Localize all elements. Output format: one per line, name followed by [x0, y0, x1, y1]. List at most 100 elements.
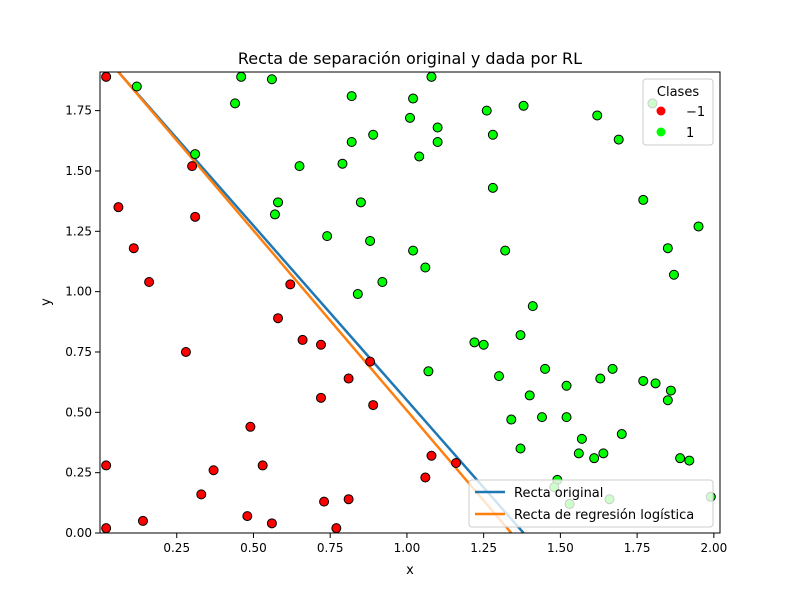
point-class-neg1	[319, 496, 330, 507]
point-class-1	[190, 149, 201, 160]
point-class-neg1	[420, 472, 431, 483]
point-class-neg1	[285, 279, 296, 290]
point-class-1	[500, 245, 511, 256]
point-class-neg1	[242, 511, 253, 522]
y-tick-label: 0.25	[65, 466, 92, 480]
point-class-neg1	[315, 392, 326, 403]
point-class-neg1	[273, 313, 284, 324]
point-class-1	[668, 269, 679, 280]
point-class-1	[527, 301, 538, 312]
point-class-1	[346, 136, 357, 147]
x-axis-ticks: 0.25 0.50 0.75 1.00 1.25 1.50 1.75 2.00	[163, 533, 727, 555]
legend-label-class-1: 1	[686, 126, 694, 141]
x-tick-label: 0.75	[317, 541, 344, 555]
y-tick-label: 1.25	[65, 224, 92, 238]
classes-legend-title: Clases	[657, 85, 699, 100]
point-class-neg1	[190, 211, 201, 222]
point-class-1	[506, 414, 517, 425]
point-class-neg1	[208, 465, 219, 476]
point-class-1	[481, 105, 492, 116]
point-class-1	[420, 262, 431, 273]
y-tick-label: 1.00	[65, 285, 92, 299]
point-class-1	[423, 366, 434, 377]
point-class-1	[589, 453, 600, 464]
legend-label-class-neg1: −1	[686, 105, 705, 120]
point-class-neg1	[180, 346, 191, 357]
point-class-1	[536, 412, 547, 423]
point-class-1	[693, 221, 704, 232]
point-class-1	[638, 375, 649, 386]
point-class-1	[432, 122, 443, 133]
point-class-neg1	[187, 161, 198, 172]
point-class-1	[675, 453, 686, 464]
point-class-1	[469, 337, 480, 348]
point-class-neg1	[257, 460, 268, 471]
point-class-1	[294, 161, 305, 172]
point-class-1	[487, 182, 498, 193]
point-class-neg1	[101, 523, 112, 533]
point-class-1	[414, 151, 425, 162]
point-class-neg1	[137, 515, 148, 526]
point-class-1	[598, 448, 609, 459]
point-class-neg1	[196, 489, 207, 500]
point-class-1	[408, 93, 419, 104]
point-class-neg1	[128, 243, 139, 254]
x-tick-label: 1.75	[624, 541, 651, 555]
x-tick-label: 1.50	[547, 541, 574, 555]
point-class-neg1	[144, 276, 155, 287]
x-axis-label: x	[406, 563, 414, 578]
point-class-1	[561, 412, 572, 423]
y-axis-label: y	[39, 298, 54, 306]
point-class-1	[365, 235, 376, 246]
point-class-1	[405, 112, 415, 123]
point-class-1	[515, 330, 526, 341]
x-tick-label: 0.25	[163, 541, 190, 555]
point-class-neg1	[101, 72, 112, 82]
point-class-1	[518, 100, 529, 111]
point-class-neg1	[101, 460, 112, 471]
point-class-1	[236, 72, 247, 82]
point-class-1	[230, 98, 241, 109]
point-class-1	[337, 158, 348, 169]
y-axis-ticks: 0.00 0.25 0.50 0.75 1.00 1.25 1.50 1.75	[65, 104, 100, 540]
point-class-1	[573, 448, 584, 459]
point-class-neg1	[113, 202, 124, 213]
point-class-neg1	[297, 334, 308, 345]
point-class-neg1	[245, 421, 256, 432]
point-class-neg1	[266, 518, 277, 529]
legend-label-regression: Recta de regresión logística	[514, 508, 694, 523]
point-class-1	[613, 134, 624, 145]
point-class-1	[266, 74, 277, 85]
point-class-1	[322, 231, 333, 242]
point-class-1	[561, 380, 572, 391]
y-tick-label: 0.00	[65, 526, 92, 540]
legend-label-original: Recta original	[514, 486, 603, 501]
original-separation-line	[117, 72, 525, 533]
point-class-1	[478, 339, 489, 350]
point-class-1	[576, 433, 587, 444]
point-class-1	[592, 110, 603, 121]
plot-frame	[99, 71, 721, 534]
y-tick-label: 0.75	[65, 345, 92, 359]
point-class-1	[607, 363, 618, 374]
point-class-neg1	[331, 523, 342, 533]
point-class-1	[494, 371, 505, 382]
y-tick-label: 0.50	[65, 405, 92, 419]
x-tick-label: 2.00	[701, 541, 728, 555]
point-class-1	[524, 390, 535, 401]
x-tick-label: 0.50	[240, 541, 267, 555]
point-class-neg1	[368, 400, 379, 411]
point-class-1	[616, 429, 627, 440]
point-class-neg1	[426, 450, 437, 461]
classes-legend: Clases −1 1	[642, 78, 714, 146]
point-class-1	[515, 443, 526, 454]
legend-marker-class-neg1	[656, 106, 666, 116]
point-class-1	[662, 395, 673, 406]
x-tick-label: 1.00	[394, 541, 421, 555]
point-class-1	[638, 194, 649, 205]
point-class-neg1	[451, 458, 462, 469]
point-class-1	[408, 245, 419, 256]
point-class-1	[377, 276, 388, 287]
point-class-neg1	[315, 339, 326, 350]
